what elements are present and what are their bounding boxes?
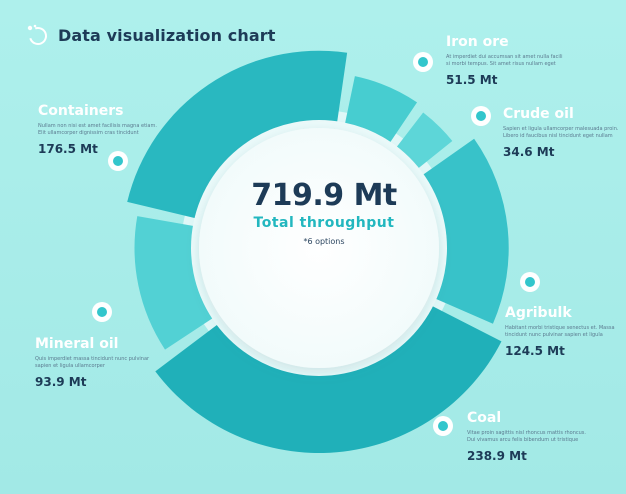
slice-marker-crude-oil bbox=[471, 106, 491, 126]
slice-containers bbox=[127, 50, 348, 220]
chart-center-disc bbox=[191, 120, 447, 376]
slice-marker-agribulk bbox=[520, 272, 540, 292]
slice-label-mineral-oil: Mineral oil Quis imperdiet massa tincidu… bbox=[35, 336, 165, 389]
chart-center-summary: 719.9 Mt Total throughput *6 options bbox=[199, 178, 449, 246]
slice-value: 238.9 Mt bbox=[467, 449, 527, 463]
slice-value: 176.5 Mt bbox=[38, 142, 98, 156]
slice-label-crude-oil: Crude oil Sapien et ligula ullamcorper m… bbox=[503, 106, 626, 159]
slice-label-iron-ore: Iron ore At imperdiet dui accumsan sit a… bbox=[446, 34, 576, 87]
total-label: Total throughput bbox=[253, 215, 395, 231]
slice-description: At imperdiet dui accumsan sit amet nulla… bbox=[446, 54, 563, 67]
slice-description: Sapien et ligula ullamcorper malesuada p… bbox=[503, 126, 619, 139]
slice-marker-iron-ore bbox=[413, 52, 433, 72]
page-title: Data visualization chart bbox=[58, 25, 276, 45]
slice-marker-containers bbox=[108, 151, 128, 171]
total-value: 719.9 Mt bbox=[251, 178, 397, 213]
slice-name: Crude oil bbox=[503, 106, 574, 122]
slice-value: 34.6 Mt bbox=[503, 145, 555, 159]
slice-label-coal: Coal Vitae proin sagittis nisl rhoncus m… bbox=[467, 410, 597, 463]
slice-value: 124.5 Mt bbox=[505, 344, 565, 358]
slice-description: Habitant morbi tristique senectus et. Ma… bbox=[505, 325, 615, 338]
slice-name: Mineral oil bbox=[35, 336, 119, 352]
center-disc bbox=[199, 128, 439, 368]
slice-label-containers: Containers Nullam non nisi est amet faci… bbox=[38, 103, 168, 156]
options-note: *6 options bbox=[303, 237, 345, 246]
slice-name: Iron ore bbox=[446, 34, 509, 50]
slice-value: 51.5 Mt bbox=[446, 73, 498, 87]
ring-dots-logo-icon bbox=[27, 24, 47, 45]
slice-marker-coal bbox=[433, 416, 453, 436]
slice-marker-mineral-oil bbox=[92, 302, 112, 322]
slice-label-agribulk: Agribulk Habitant morbi tristique senect… bbox=[505, 305, 626, 358]
slice-description: Nullam non nisi est amet facilisis magna… bbox=[38, 123, 157, 136]
slice-value: 93.9 Mt bbox=[35, 375, 87, 389]
slice-name: Containers bbox=[38, 103, 124, 119]
slice-name: Coal bbox=[467, 410, 502, 426]
slice-description: Vitae proin sagittis nisl rhoncus mattis… bbox=[467, 430, 586, 443]
header: Data visualization chart bbox=[26, 24, 276, 46]
slice-description: Quis imperdiet massa tincidunt nunc pulv… bbox=[35, 356, 150, 369]
slice-name: Agribulk bbox=[505, 305, 572, 321]
